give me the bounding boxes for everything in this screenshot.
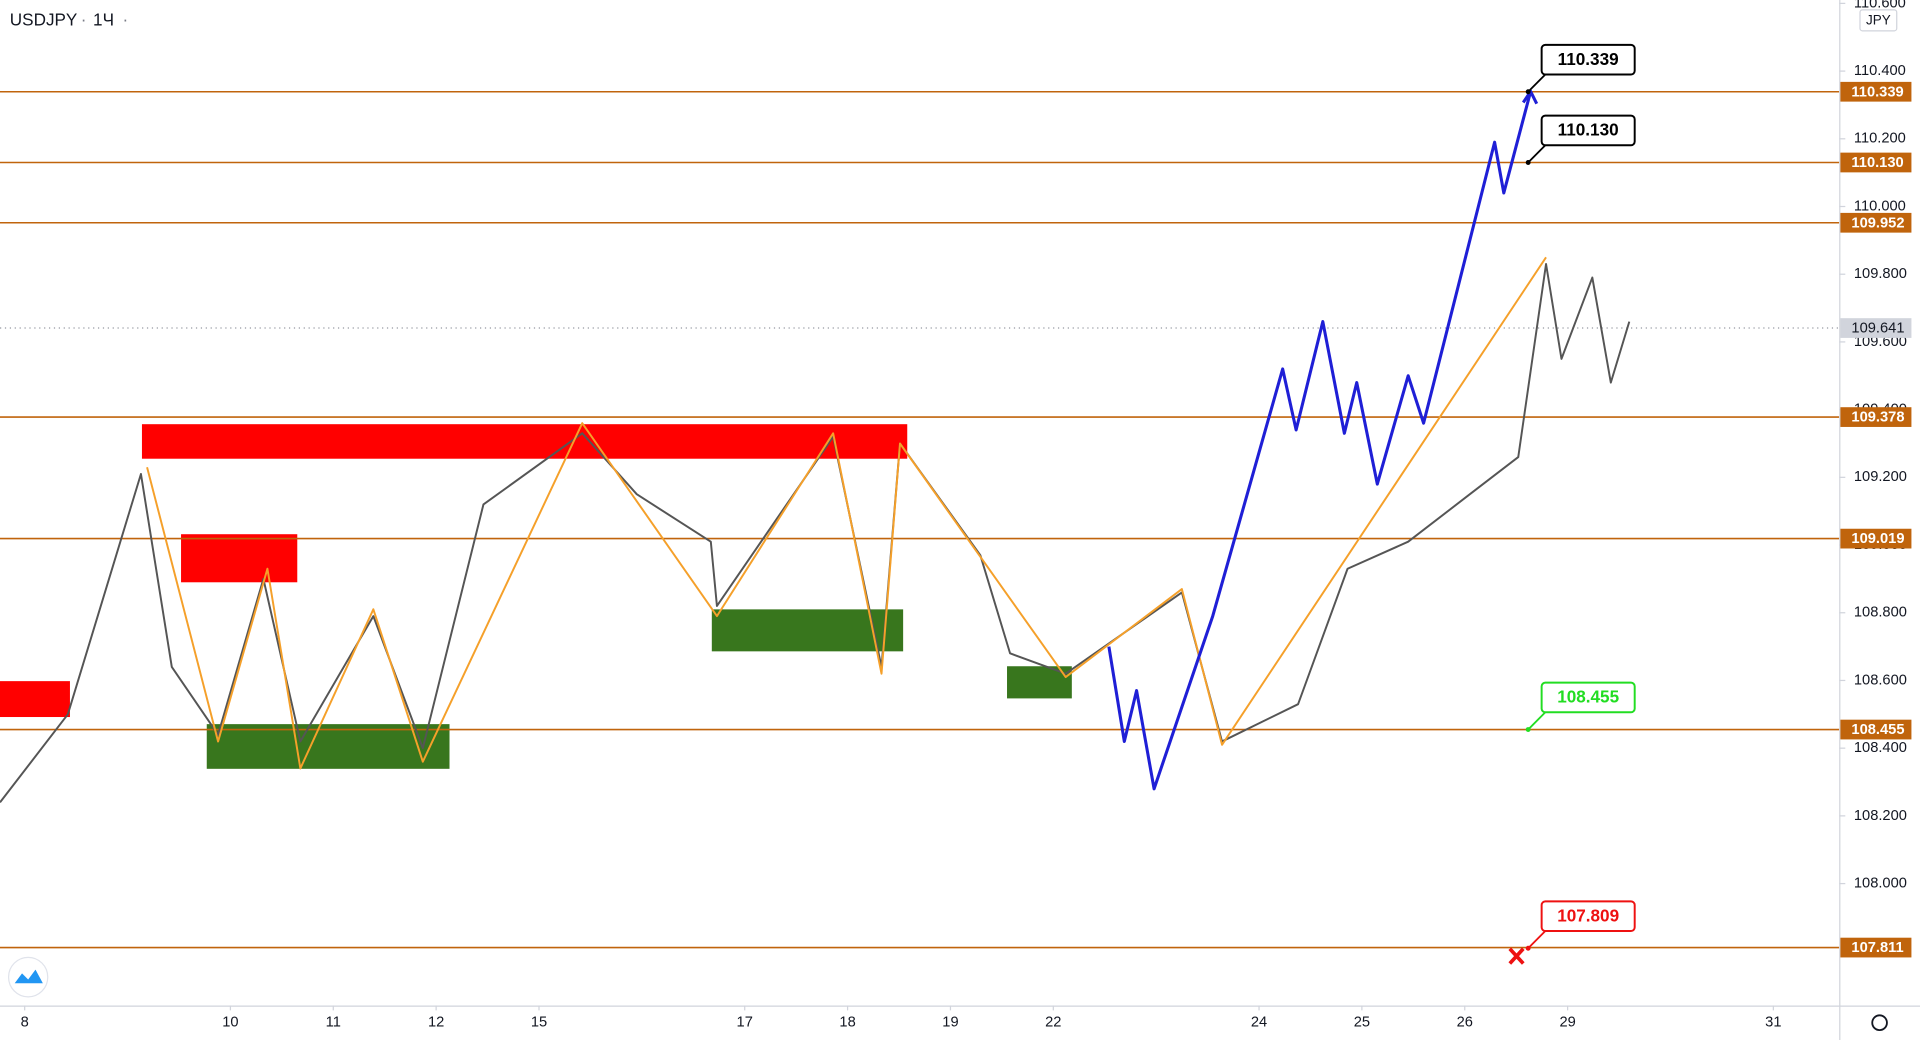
level-label: 109.019 (1851, 531, 1904, 547)
logo[interactable] (7, 956, 49, 998)
level-label-box (1840, 212, 1912, 233)
last-price-label: 109.641 (1851, 321, 1904, 337)
settings-icon[interactable] (1871, 1014, 1888, 1032)
currency: JPY (1866, 13, 1891, 28)
overlays: 110.339 110.130 109.952 109.378 109.019 108.4… (1525, 43, 1912, 958)
level-label: 108.455 (1851, 722, 1904, 738)
callout-anchor (1525, 945, 1531, 951)
x-tick-label: 19 (942, 1015, 958, 1031)
x-tick-label: 15 (531, 1015, 547, 1031)
x-tick-label: 26 (1457, 1015, 1473, 1031)
level-label: 110.130 (1851, 155, 1903, 171)
level-label: 109.378 (1851, 410, 1904, 426)
callout-box (1540, 114, 1636, 147)
callout-box (1540, 900, 1636, 932)
level-label-box (1840, 528, 1912, 549)
separator: · (122, 9, 128, 29)
series-line (1107, 91, 1533, 791)
arrow-head (1521, 88, 1539, 105)
level-label-box (1840, 937, 1912, 958)
callout-label: 110.130 (1558, 120, 1619, 140)
separator: · (81, 9, 87, 29)
y-tick-label: 108.400 (1854, 740, 1907, 756)
level-label-box (1840, 407, 1912, 427)
x-tick-label: 18 (839, 1015, 855, 1031)
y-tick-label: 108.200 (1854, 808, 1907, 824)
logo-circle[interactable] (7, 956, 49, 998)
callout-connector (1527, 144, 1546, 164)
x-tick-label: 12 (428, 1015, 444, 1031)
x-tick-label: 8 (21, 1015, 29, 1031)
level-label: 107.811 (1851, 940, 1903, 956)
axes: 108.000 108.200 108.400 108.600 108.800 109.0… (21, 0, 1907, 1031)
x-tick-label: 25 (1354, 1015, 1370, 1031)
x-tick-label: 17 (737, 1015, 753, 1031)
x-tick-label: 31 (1765, 1015, 1781, 1031)
currency-box (1859, 9, 1898, 32)
y-tick-label: 110.000 (1854, 198, 1906, 214)
y-tick-label: 110.600 (1854, 0, 1906, 11)
x-tick-label: 10 (222, 1015, 238, 1031)
callout-label: 107.809 (1557, 905, 1619, 925)
y-tick-label: 109.200 (1854, 469, 1907, 485)
zone (141, 424, 908, 459)
callout-connector (1527, 73, 1546, 93)
x-tick-label: 11 (326, 1015, 341, 1031)
callout-anchor (1525, 727, 1531, 733)
y-tick-label: 110.200 (1854, 131, 1906, 147)
stop-marker (1508, 947, 1525, 965)
level-label-box (1840, 719, 1912, 740)
y-tick-label: 108.600 (1854, 672, 1907, 688)
level-label: 110.339 (1851, 84, 1903, 100)
symbol: USDJPY (10, 9, 78, 29)
callout-anchor (1525, 89, 1531, 95)
callout-connector (1527, 930, 1546, 949)
callout-anchor (1525, 160, 1531, 165)
x-tick-label: 29 (1559, 1015, 1575, 1031)
series-line (146, 256, 1547, 770)
y-tick-label: 109.800 (1854, 266, 1907, 282)
callout-label: 110.339 (1558, 49, 1619, 69)
level-label-box (1840, 81, 1912, 102)
level-label-box (1840, 152, 1912, 173)
callout-box (1540, 43, 1636, 76)
y-tick-label: 108.000 (1854, 875, 1907, 891)
last-price-box (1840, 318, 1912, 338)
callout-box (1540, 681, 1636, 714)
zone (206, 724, 450, 769)
logo-mark[interactable] (14, 969, 43, 984)
y-tick-label: 110.400 (1854, 63, 1906, 79)
callout-connector (1527, 711, 1546, 731)
x-tick-label: 24 (1251, 1015, 1267, 1031)
level-label: 109.952 (1851, 215, 1904, 231)
zone (0, 681, 70, 718)
stop-cross (1508, 947, 1525, 965)
interval: 1Ч (93, 9, 114, 29)
y-tick-label: 108.800 (1854, 605, 1907, 621)
x-tick-label: 22 (1045, 1015, 1061, 1031)
callout-label: 108.455 (1557, 687, 1619, 707)
zone (181, 534, 298, 583)
settings[interactable] (1871, 1014, 1888, 1032)
plot-area (0, 88, 1840, 949)
